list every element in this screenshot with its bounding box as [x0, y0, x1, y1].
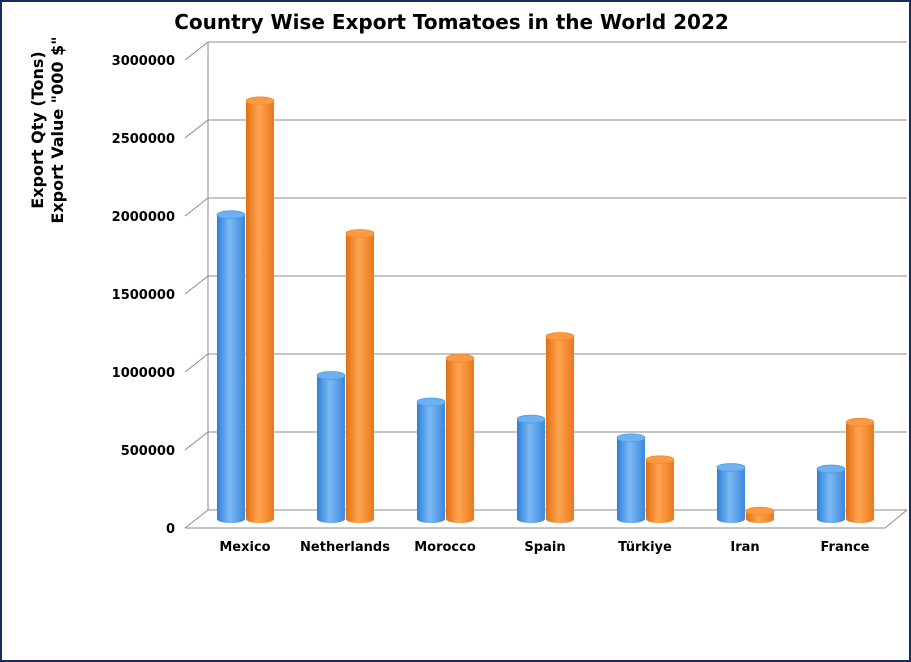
bar-series2-6 — [845, 417, 875, 523]
bar-top — [445, 353, 475, 363]
bar-top — [816, 464, 846, 474]
bar-top — [316, 371, 346, 380]
bar-body — [346, 233, 374, 523]
gridline-depth — [184, 197, 209, 217]
chart-title: Country Wise Export Tomatoes in the Worl… — [174, 10, 729, 34]
bar-series1-5 — [716, 463, 746, 523]
bar-body — [646, 459, 674, 523]
gridline-depth — [184, 431, 209, 451]
bar-body — [317, 375, 345, 523]
x-tick-label: Netherlands — [300, 540, 390, 555]
x-tick-label: Morocco — [414, 540, 476, 555]
bar-top — [616, 433, 646, 443]
bar-body — [446, 358, 474, 523]
bar-body — [217, 214, 245, 523]
gridline-depth — [184, 509, 209, 529]
gridline-depth — [184, 275, 209, 295]
bar-series1-3 — [516, 414, 546, 523]
bar-series1-2 — [416, 397, 446, 523]
y-tick-label: 500000 — [121, 444, 175, 459]
bar-body — [546, 336, 574, 523]
gridline-depth — [184, 353, 209, 373]
bar-top — [645, 455, 675, 465]
gridline-depth — [184, 41, 209, 61]
y-tick-label: 1000000 — [112, 366, 175, 381]
bar-body — [246, 100, 274, 524]
bar-top — [545, 332, 575, 341]
bar-top — [416, 397, 446, 407]
x-tick-label: Spain — [524, 540, 565, 555]
y-tick-label: 1500000 — [112, 288, 175, 303]
bar-top — [245, 96, 275, 106]
y-tick-label: 3000000 — [112, 54, 175, 69]
bar-body — [846, 422, 874, 523]
y-tick-label: 2000000 — [112, 210, 175, 225]
x-tick-label: Mexico — [219, 540, 270, 555]
bar-series1-6 — [816, 464, 846, 523]
bar-series1-1 — [316, 371, 346, 523]
bar-series2-5 — [745, 506, 775, 523]
bar-top — [745, 506, 775, 516]
bar-top — [216, 210, 246, 220]
x-tick-label: France — [820, 540, 869, 555]
y-tick-label: 2500000 — [112, 132, 175, 147]
bar-series2-0 — [245, 96, 275, 524]
bar-series2-4 — [645, 455, 675, 523]
bar-series2-2 — [445, 353, 475, 523]
bar-body — [617, 437, 645, 523]
bar-body — [817, 469, 845, 523]
bar-top — [516, 414, 546, 424]
bar-top — [345, 229, 375, 238]
bar-series2-3 — [545, 332, 575, 523]
bar-series2-1 — [345, 229, 375, 523]
y-tick-label: 0 — [166, 522, 175, 537]
x-tick-label: Türkiye — [618, 540, 672, 555]
bar-body — [517, 419, 545, 523]
bar-body — [717, 467, 745, 523]
x-tick-label: Iran — [730, 540, 759, 555]
gridline-depth — [184, 119, 209, 139]
bar-top — [716, 463, 746, 472]
bar-series1-0 — [216, 210, 246, 523]
bar-body — [417, 402, 445, 523]
bar-series1-4 — [616, 433, 646, 523]
bar-top — [845, 417, 875, 427]
floor-right-edge — [884, 509, 908, 529]
